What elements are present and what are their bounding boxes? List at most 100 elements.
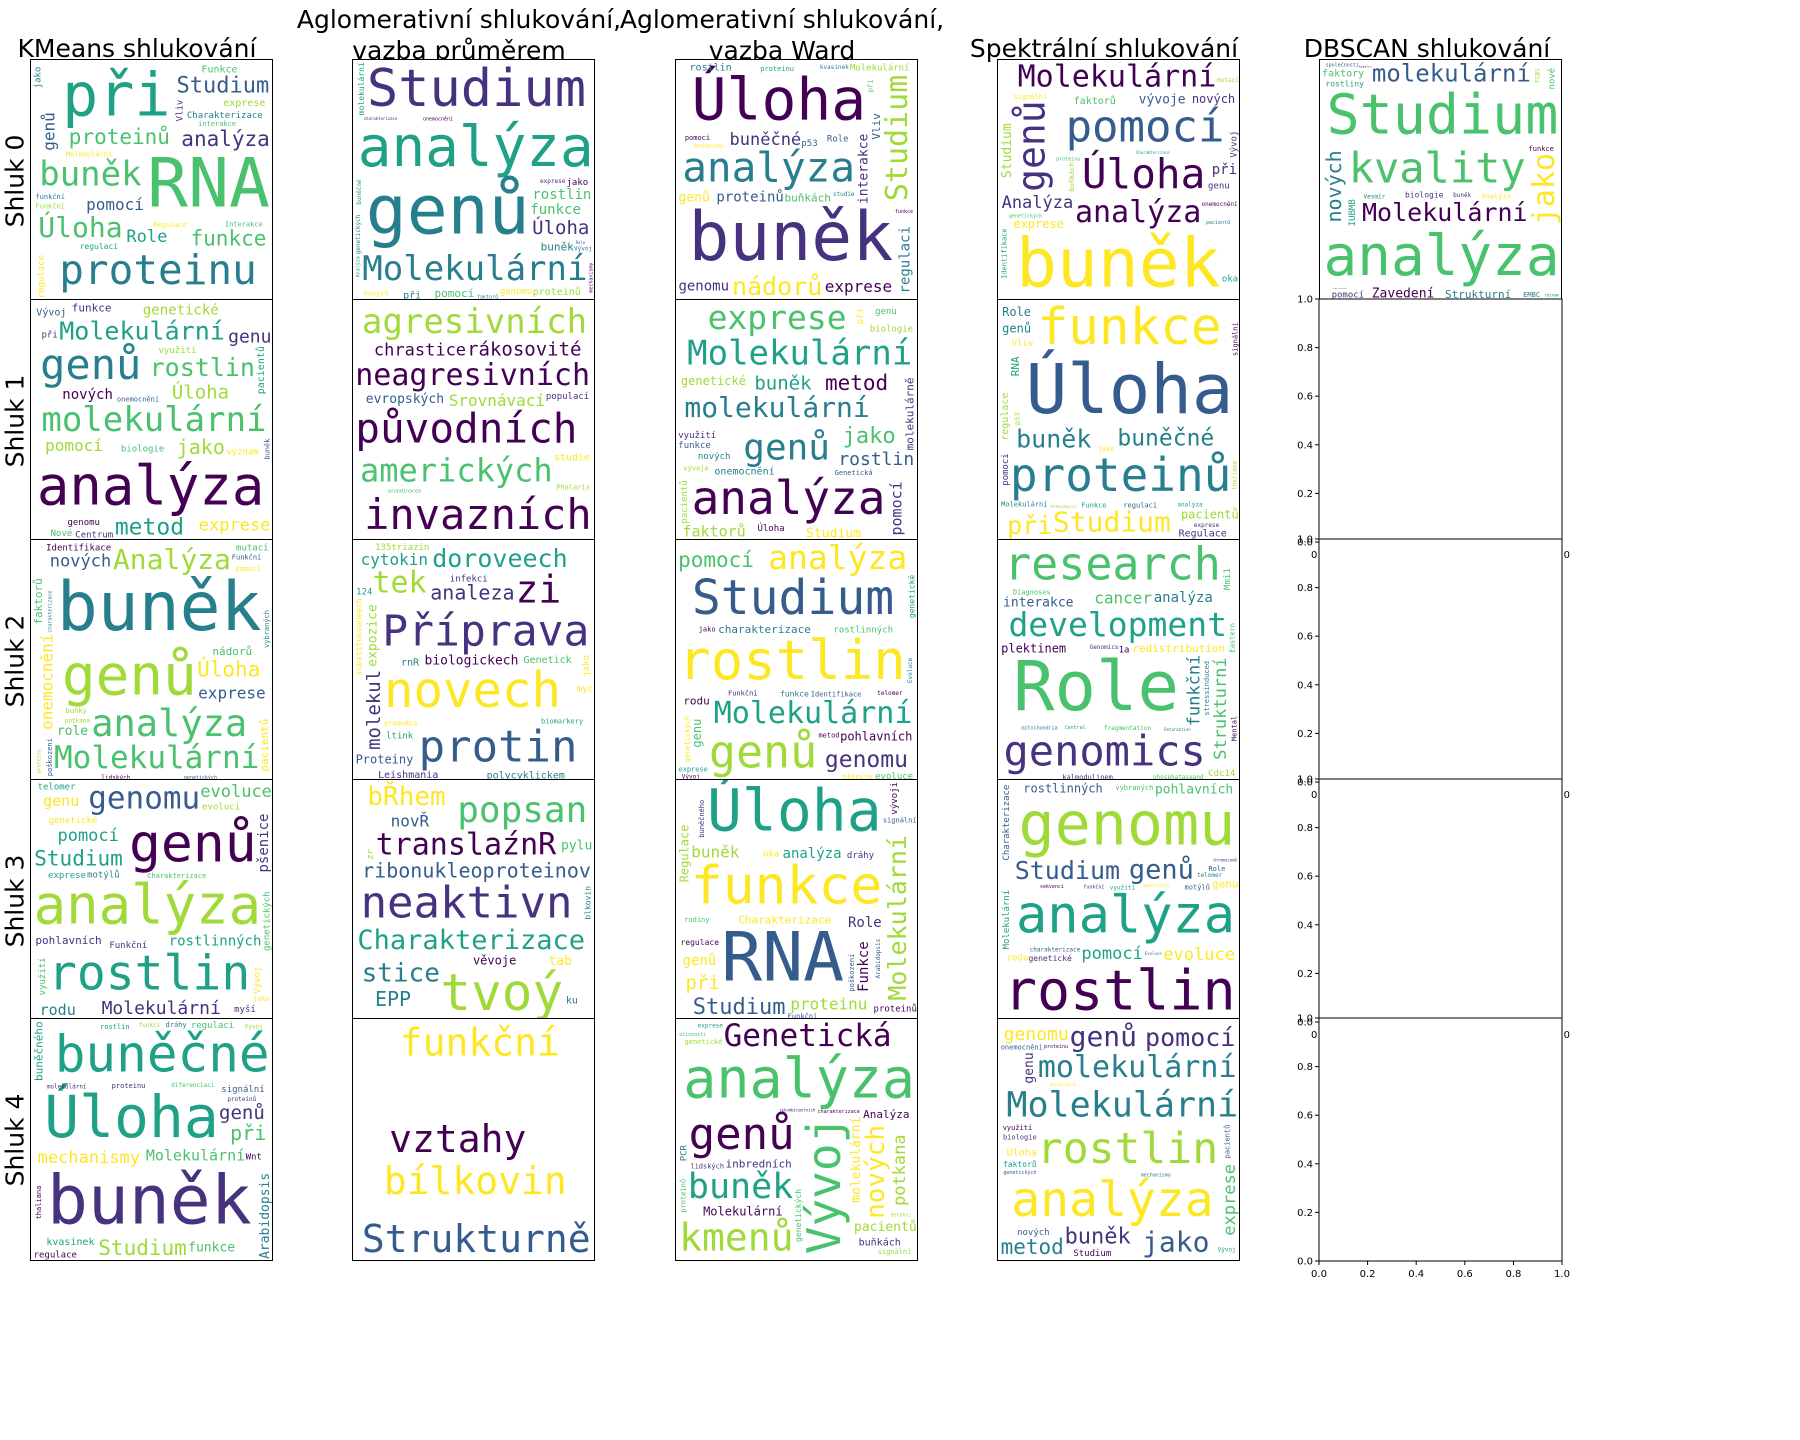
cloud-word: jako bbox=[566, 178, 588, 188]
cloud-word: funkce bbox=[530, 202, 581, 218]
cloud-word: EPP bbox=[375, 987, 411, 1011]
cloud-word: kvality bbox=[1349, 144, 1526, 193]
cloud-word: Úloha bbox=[1026, 348, 1234, 430]
wordcloud-r0-c1: genů analýza Studium Molekulární Úloha rostli… bbox=[352, 59, 595, 302]
y-tick-label: 0.4 bbox=[1297, 920, 1313, 931]
cloud-word: exprese bbox=[825, 277, 892, 296]
cloud-word: molekulární bbox=[357, 62, 366, 115]
cloud-word: pohlavních bbox=[840, 730, 912, 744]
cloud-word: regulaci bbox=[191, 1021, 234, 1031]
wordcloud-r3-c2: RNA Úloha funkce Molekulární Studium proteinu… bbox=[675, 779, 918, 1022]
cloud-word: genomics bbox=[1004, 726, 1206, 775]
cloud-word: Regulace bbox=[153, 221, 187, 229]
cloud-word: onemocnění bbox=[117, 396, 159, 404]
cloud-word: buněk bbox=[1453, 192, 1471, 199]
cloud-word: EMBC bbox=[1523, 291, 1540, 299]
cloud-word: translaźnR bbox=[376, 828, 558, 863]
cloud-word: Genetická bbox=[724, 1019, 892, 1054]
cloud-word: Charakterizace bbox=[1002, 785, 1012, 861]
cloud-word: molekulárně bbox=[903, 378, 916, 451]
y-tick-label: 0.2 bbox=[1297, 489, 1313, 500]
cloud-word: rostlin bbox=[532, 187, 591, 203]
cloud-word: Centrum bbox=[75, 530, 113, 540]
wordcloud-r1-c0: analýza Molekulární molekulární genů rostlin… bbox=[30, 299, 273, 542]
cloud-word: rodu bbox=[1007, 953, 1029, 963]
cloud-word: analýza bbox=[683, 1046, 915, 1110]
cloud-word: exprese bbox=[199, 516, 271, 536]
cloud-word: inbredních bbox=[725, 1158, 791, 1171]
column-title-4: DBSCAN shlukování bbox=[1303, 34, 1551, 63]
cloud-word: nových bbox=[62, 387, 113, 403]
cloud-word: development bbox=[1008, 605, 1227, 644]
cloud-word: exprese bbox=[223, 98, 265, 109]
cloud-word: RNA bbox=[147, 145, 270, 224]
wordcloud-r4-c2: analýza Vývoj buněk genů kmenů Genetická novýc… bbox=[675, 1018, 918, 1261]
y-tick-label: 0.2 bbox=[1297, 729, 1313, 740]
cloud-word: jako bbox=[253, 995, 270, 1003]
cloud-word: nádorů bbox=[212, 645, 252, 658]
cloud-word: Evoluce bbox=[907, 657, 914, 683]
cloud-word: plektinem bbox=[1001, 641, 1066, 655]
cloud-word: jako bbox=[1098, 445, 1115, 453]
y-tick-label: 0.2 bbox=[1297, 969, 1313, 980]
cloud-word: genu bbox=[1208, 182, 1230, 192]
cloud-word: popsan bbox=[457, 790, 587, 831]
cloud-word: Leishmania bbox=[378, 770, 438, 781]
cloud-word: kvasinek bbox=[820, 64, 849, 71]
cloud-word: bŘhem bbox=[367, 780, 445, 812]
cloud-word: faktory bbox=[1322, 69, 1364, 80]
cloud-word: funkce bbox=[895, 209, 913, 215]
cloud-word: populací bbox=[546, 392, 589, 402]
cloud-word: proteinu bbox=[1044, 1044, 1068, 1050]
cloud-word: Vývoj bbox=[574, 246, 592, 253]
y-tick-label: 0.6 bbox=[1297, 1111, 1313, 1122]
cloud-word: Molekulární bbox=[1018, 60, 1217, 94]
cloud-word: myc bbox=[577, 684, 593, 694]
cloud-word: neaktivn bbox=[361, 878, 573, 929]
cloud-word: pacientů bbox=[1181, 507, 1239, 521]
cloud-word: Vývoj bbox=[682, 773, 700, 780]
cloud-word: Arabidopsis bbox=[1050, 504, 1077, 509]
empty-axes: 0.00.20.40.60.81.00.00.20.40.60.81.0 bbox=[1297, 535, 1570, 802]
cloud-word: buněk bbox=[1016, 424, 1091, 453]
wordcloud-r2-c1: Příprava doroveech novech protin zi tek analez… bbox=[352, 539, 595, 782]
cloud-word: analýza bbox=[358, 115, 594, 180]
x-tick-label: 1.0 bbox=[1554, 1269, 1570, 1280]
cloud-word: pomocí bbox=[435, 287, 475, 300]
cloud-word: charakterizace bbox=[818, 1109, 860, 1115]
cloud-word: molekulárně bbox=[1050, 1082, 1077, 1087]
cloud-word: genů bbox=[689, 1109, 795, 1160]
empty-axes: 0.00.20.40.60.81.00.00.20.40.60.81.0 bbox=[1297, 295, 1570, 562]
cloud-word: genetických bbox=[263, 891, 273, 951]
cloud-word: proteinů bbox=[69, 124, 170, 149]
cloud-word: amerických bbox=[360, 452, 553, 490]
cloud-word: thaliana bbox=[35, 1186, 43, 1220]
cloud-word: Molekulární bbox=[146, 1146, 245, 1164]
cloud-word: funkce bbox=[188, 1240, 235, 1255]
cloud-word: onemocnění bbox=[714, 466, 774, 478]
cloud-word: analýza bbox=[1154, 590, 1213, 606]
cloud-word: molekulární bbox=[849, 1117, 864, 1203]
cloud-word: FEBS bbox=[1535, 68, 1542, 83]
cloud-word: Zavedení bbox=[1372, 287, 1435, 302]
cloud-word: Strukturní bbox=[1211, 657, 1231, 759]
cloud-word: proteinu bbox=[1056, 156, 1080, 162]
cloud-word: Úloha bbox=[532, 215, 589, 239]
cloud-word: Cdc14 bbox=[1208, 769, 1235, 779]
cloud-word: ribonukleoproteinov bbox=[362, 858, 591, 882]
cloud-word: genetické bbox=[49, 815, 98, 826]
cloud-word: Proteiny bbox=[356, 753, 414, 767]
cloud-word: genomu bbox=[88, 781, 200, 817]
cloud-word: genetické bbox=[685, 1038, 723, 1046]
y-tick-label: 0.8 bbox=[1297, 823, 1313, 834]
cloud-word: Srovnávací bbox=[449, 391, 545, 410]
cloud-word: genetických bbox=[1143, 883, 1170, 888]
cloud-word: genetické bbox=[143, 302, 219, 318]
cloud-word: Identifikace bbox=[46, 544, 111, 554]
y-tick-label: 0.8 bbox=[1297, 343, 1313, 354]
cloud-word: pacientů bbox=[679, 480, 690, 523]
column-title-3: Spektrální shlukování bbox=[969, 34, 1239, 63]
cloud-word: nových bbox=[1192, 92, 1235, 106]
